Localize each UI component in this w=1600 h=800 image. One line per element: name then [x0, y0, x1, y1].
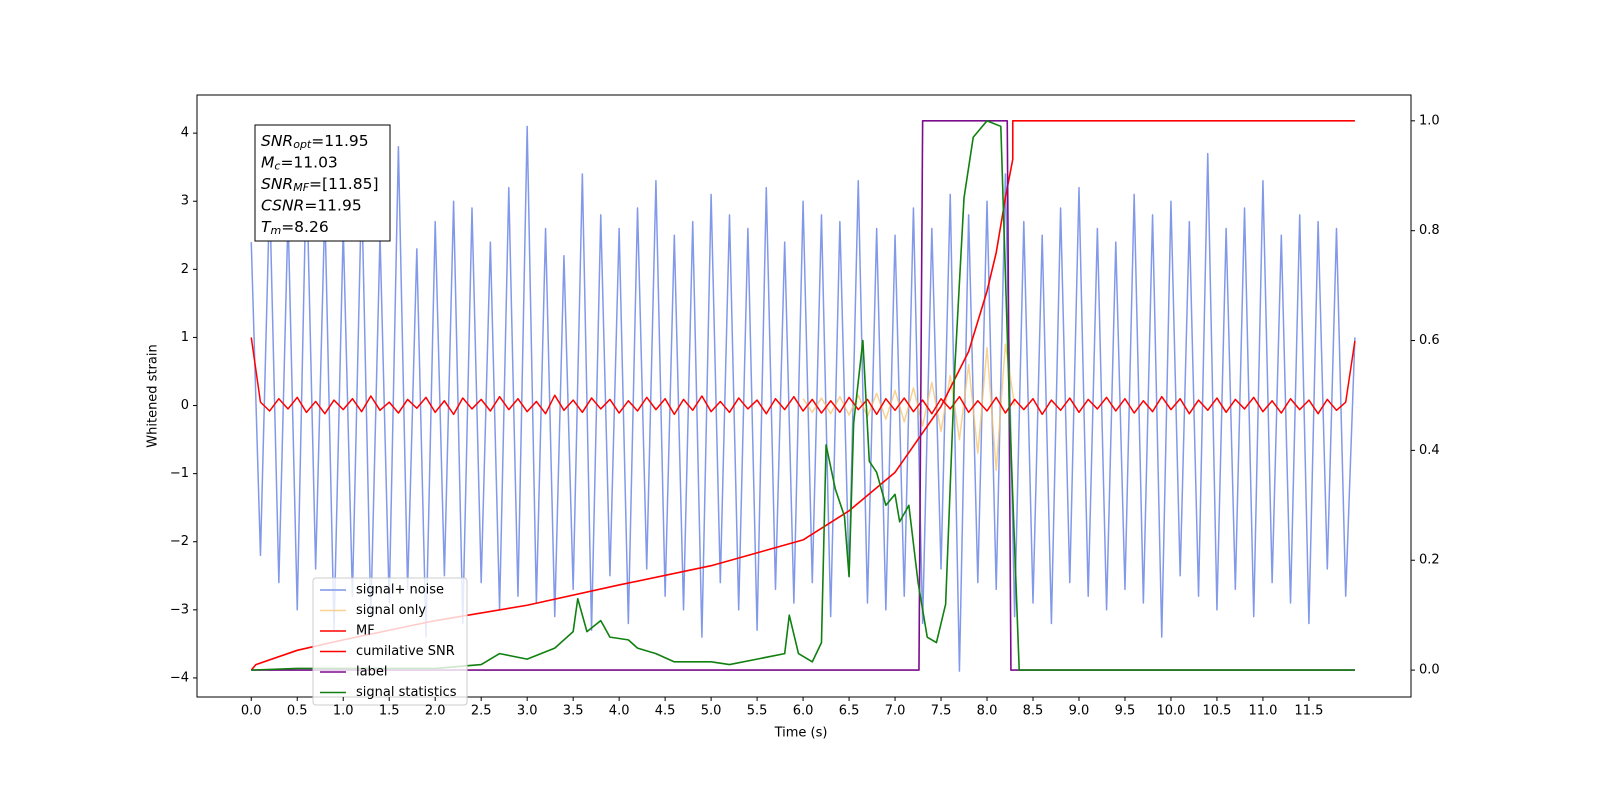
series-line	[251, 120, 1355, 671]
x-tick-label: 6.0	[793, 704, 814, 719]
x-tick-label: 9.0	[1069, 704, 1090, 719]
x-tick-label: 2.5	[471, 704, 492, 719]
annotation-symbol: CSNR	[261, 196, 304, 214]
annotation-box: SNRopt=11.95Mc=11.03SNRMF=[11.85]CSNR=11…	[254, 124, 391, 242]
y2-tick-label: 0.0	[1419, 663, 1440, 678]
x-tick-label: 10.0	[1156, 704, 1185, 719]
y2-tick-label: 0.4	[1419, 443, 1440, 458]
annotation-line: Mc=11.03	[261, 153, 338, 173]
x-tick-label: 0.0	[241, 704, 262, 719]
x-tick-label: 9.5	[1115, 704, 1136, 719]
annotation-subscript: m	[270, 224, 281, 237]
series-line	[250, 337, 1356, 416]
x-tick-label: 8.0	[977, 704, 998, 719]
plot-frame	[196, 94, 1412, 698]
x-axis-label: Time (s)	[774, 726, 828, 741]
annotation-symbol: M	[261, 153, 274, 171]
y-tick-label: 4	[181, 126, 189, 141]
annotation-line: CSNR=11.95	[261, 196, 362, 214]
y-tick-label: −2	[170, 534, 189, 549]
x-tick-label: 11.5	[1294, 704, 1323, 719]
x-tick-label: 3.5	[563, 704, 584, 719]
annotation-subscript: MF	[293, 181, 309, 194]
y-tick-label: 3	[181, 194, 189, 209]
annotation-symbol: SNR	[261, 132, 293, 150]
x-tick-label: 0.5	[287, 704, 308, 719]
x-tick-label: 1.0	[333, 704, 354, 719]
x-tick-label: 2.0	[425, 704, 446, 719]
y-tick-label: 1	[181, 330, 189, 345]
annotation-symbol: T	[261, 218, 272, 236]
x-tick-label: 5.5	[747, 704, 768, 719]
x-tick-label: 4.5	[655, 704, 676, 719]
y2-tick-label: 0.2	[1419, 553, 1440, 568]
y-tick-label: −4	[170, 670, 189, 685]
annotation-line: SNRopt=11.95	[261, 132, 369, 152]
x-tick-label: 11.0	[1248, 704, 1277, 719]
annotation-value: =[11.85]	[309, 175, 378, 193]
x-tick-label: 7.0	[885, 704, 906, 719]
y2-tick-label: 0.8	[1419, 223, 1440, 238]
legend: signal+ noise signal only MF cumilative SNR…	[312, 577, 468, 706]
annotation-subscript: c	[274, 160, 280, 173]
x-tick-label: 8.5	[1023, 704, 1044, 719]
legend-frame	[312, 577, 468, 706]
y-tick-label: 2	[181, 262, 189, 277]
y2-tick-label: 0.6	[1419, 333, 1440, 348]
x-tick-label: 7.5	[931, 704, 952, 719]
legend-label: cumilative SNR	[356, 644, 455, 659]
y2-tick-label: 1.0	[1419, 113, 1440, 128]
legend-label: signal only	[356, 603, 426, 618]
annotation-line: Tm=8.26	[261, 218, 329, 238]
annotation-value: =11.03	[280, 153, 337, 171]
y-tick-label: 0	[181, 398, 189, 413]
y-tick-label: −1	[170, 466, 189, 481]
x-tick-label: 4.0	[609, 704, 630, 719]
annotation-line: SNRMF=[11.85]	[261, 175, 379, 195]
legend-label: signal+ noise	[356, 583, 444, 598]
x-tick-label: 1.5	[379, 704, 400, 719]
x-tick-label: 3.0	[517, 704, 538, 719]
annotation-value: =11.95	[304, 196, 361, 214]
annotation-symbol: SNR	[261, 175, 293, 193]
legend-label: MF	[356, 624, 375, 639]
y-tick-label: −3	[170, 602, 189, 617]
annotation-frame	[254, 124, 391, 242]
annotation-value: =11.95	[311, 132, 368, 150]
legend-label: signal statistics	[356, 685, 457, 700]
annotation-value: =8.26	[281, 218, 329, 236]
x-tick-label: 10.5	[1202, 704, 1231, 719]
series-line	[250, 125, 1356, 672]
legend-label: label	[356, 665, 387, 680]
y-axis-label: Whitened strain	[146, 344, 161, 447]
x-tick-label: 5.0	[701, 704, 722, 719]
annotation-subscript: opt	[293, 138, 312, 151]
x-tick-label: 6.5	[839, 704, 860, 719]
